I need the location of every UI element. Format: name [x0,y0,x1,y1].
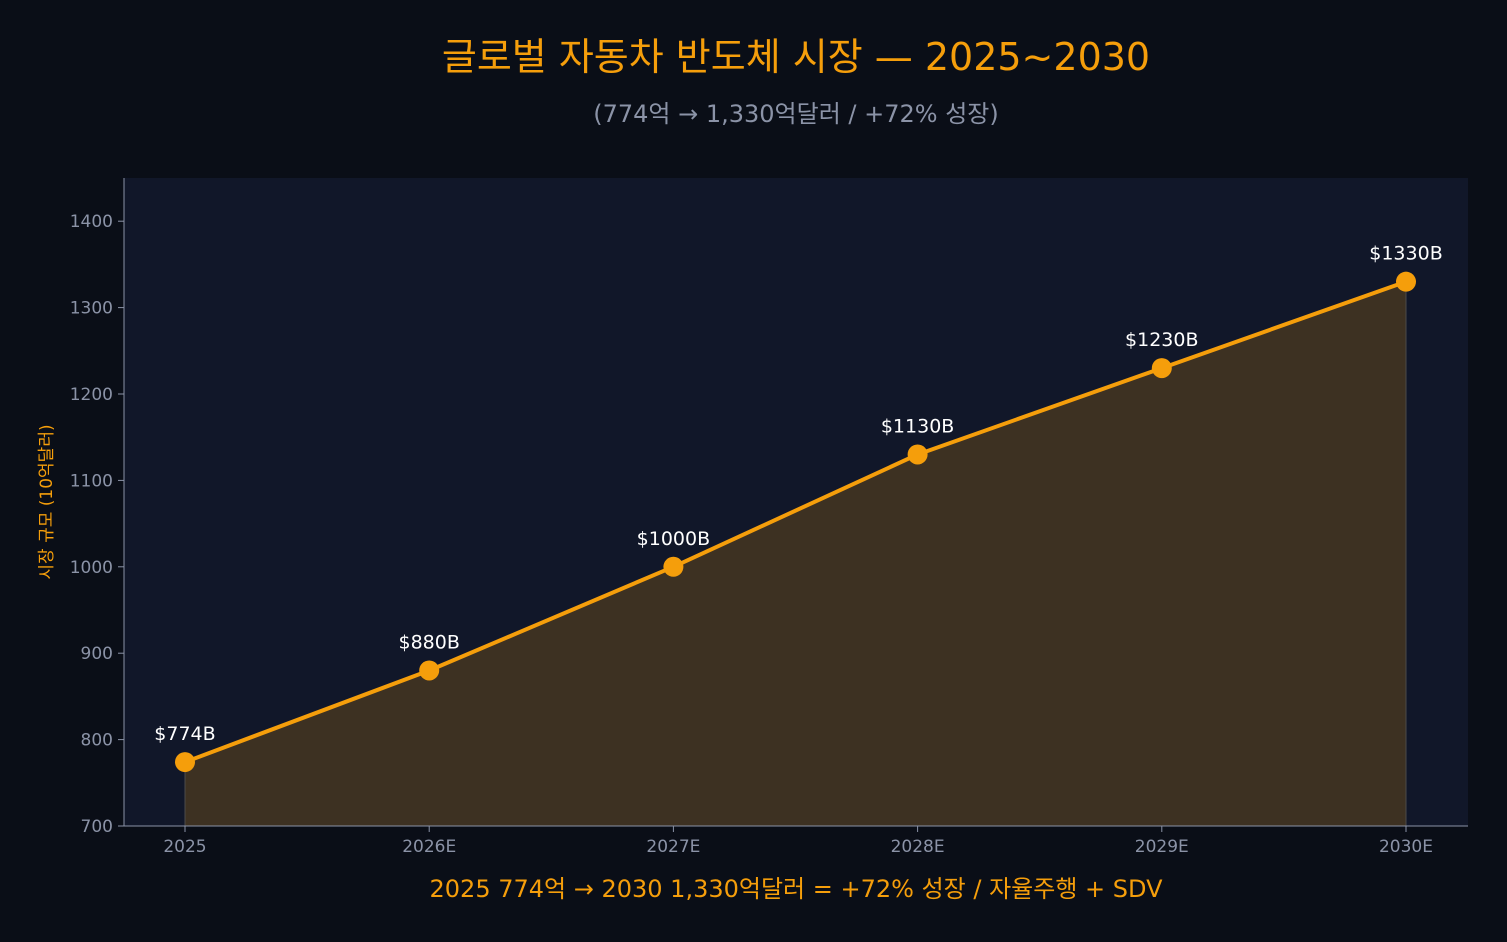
y-tick-label: 1300 [70,299,113,319]
chart-title: 글로벌 자동차 반도체 시장 — 2025~2030 [442,35,1150,79]
data-point [1151,358,1172,379]
line-layer [183,279,1408,765]
x-tick-label: 2029E [1135,837,1189,857]
y-tick-label: 1000 [70,558,113,578]
x-ticks: 2025 2026E 2027E 2028E 2029E 2030E [163,826,1433,857]
data-label: $1230B [1125,329,1198,351]
y-tick-label: 1200 [70,385,113,405]
x-tick-label: 2025 [163,837,206,857]
label-layer: $774B $880B $1000B $1130B $1230B $1330B [154,243,1442,745]
data-point [1396,271,1416,292]
data-point [663,556,684,577]
data-label: $774B [154,723,215,745]
y-tick-label: 1100 [70,471,113,491]
y-tick-label: 800 [81,731,113,751]
data-label: $1130B [881,415,954,437]
data-point [907,444,928,465]
point-layer [175,271,1416,773]
x-tick-label: 2028E [891,837,945,857]
x-tick-label: 2027E [646,837,700,857]
data-point [175,752,195,773]
y-tick-label: 1400 [70,212,113,232]
y-ticks: 700 800 900 1000 1100 1200 1300 1400 [70,212,124,837]
y-tick-label: 900 [81,644,113,664]
data-label: $880B [399,631,460,653]
y-axis-label: 시장 규모 (10억달러) [37,424,57,579]
data-label: $1330B [1369,243,1442,265]
x-axis-label: 2025 774억 → 2030 1,330억달러 = +72% 성장 / 자율… [430,875,1164,903]
x-tick-label: 2026E [402,837,456,857]
data-point [419,660,440,681]
series-line [183,279,1408,765]
y-tick-label: 700 [81,817,113,837]
x-tick-label: 2030E [1379,837,1433,857]
data-label: $1000B [637,528,710,550]
chart-subtitle: (774억 → 1,330억달러 / +72% 성장) [593,100,999,128]
